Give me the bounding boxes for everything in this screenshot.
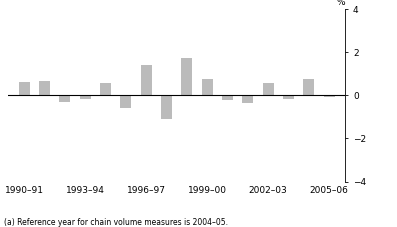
Bar xyxy=(120,95,131,108)
Bar xyxy=(222,95,233,100)
Bar xyxy=(324,95,335,98)
Bar xyxy=(100,84,111,95)
Bar xyxy=(283,95,294,99)
Text: (a) Reference year for chain volume measures is 2004–05.: (a) Reference year for chain volume meas… xyxy=(4,218,228,227)
Bar xyxy=(141,65,152,95)
Bar xyxy=(242,95,253,103)
Bar xyxy=(59,95,70,102)
Text: %: % xyxy=(337,0,345,7)
Bar xyxy=(303,79,314,95)
Bar xyxy=(202,79,213,95)
Bar xyxy=(161,95,172,119)
Bar xyxy=(19,82,30,95)
Bar xyxy=(39,81,50,95)
Bar xyxy=(181,58,193,95)
Bar xyxy=(262,84,274,95)
Bar xyxy=(79,95,91,99)
